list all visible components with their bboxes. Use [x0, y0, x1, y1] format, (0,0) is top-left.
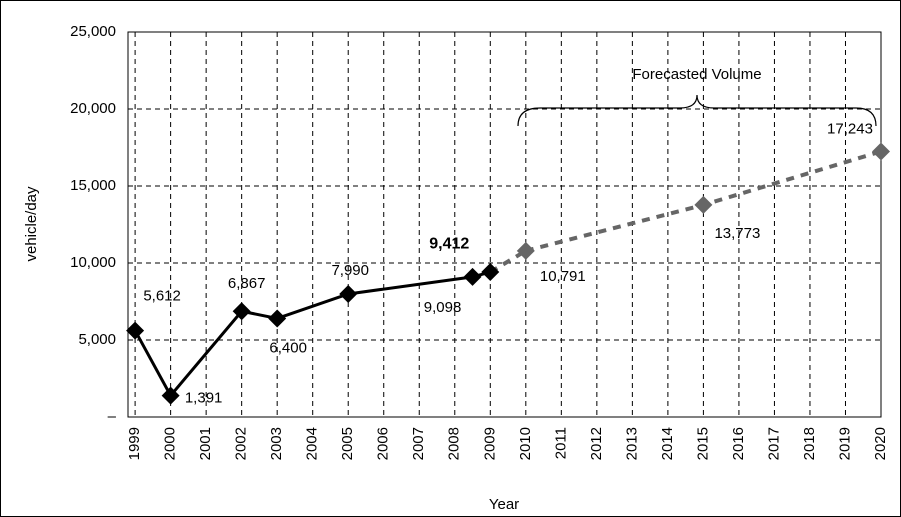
- y-tick-label: –: [108, 408, 117, 425]
- x-tick-label: 2020: [872, 427, 889, 460]
- y-tick-label: 25,000: [70, 23, 116, 40]
- x-tick-label: 2014: [659, 427, 676, 460]
- x-axis-label: Year: [489, 496, 519, 513]
- marker: [161, 386, 180, 405]
- data-label: 1,391: [185, 390, 223, 407]
- marker: [463, 267, 482, 286]
- data-label: 9,412: [429, 235, 469, 252]
- x-tick-label: 2008: [446, 427, 463, 460]
- y-axis-label: vehicle/day: [23, 186, 40, 262]
- y-tick-label: 5,000: [78, 331, 116, 348]
- x-tick-label: 1999: [126, 427, 143, 460]
- marker: [481, 263, 500, 282]
- connector: [489, 249, 527, 274]
- data-label: 6,400: [269, 339, 307, 356]
- data-label: 17,243: [827, 120, 873, 137]
- data-label: 10,791: [540, 268, 586, 285]
- x-tick-label: 2015: [694, 427, 711, 460]
- marker: [232, 302, 251, 321]
- x-tick-label: 2004: [304, 427, 321, 460]
- marker: [872, 142, 890, 161]
- y-tick-label: 15,000: [70, 177, 116, 194]
- marker: [339, 284, 358, 303]
- x-tick-label: 2005: [339, 427, 356, 460]
- data-label: 7,990: [331, 262, 369, 279]
- y-tick-label: 10,000: [70, 254, 116, 271]
- x-tick-label: 2003: [268, 427, 285, 460]
- data-label: 6,867: [228, 275, 266, 292]
- data-label: 9,098: [424, 299, 462, 316]
- x-tick-label: 2016: [730, 427, 747, 460]
- x-tick-label: 2013: [623, 427, 640, 460]
- y-tick-label: 20,000: [70, 100, 116, 117]
- x-tick-label: 2019: [836, 427, 853, 460]
- x-tick-label: 2012: [588, 427, 605, 460]
- x-tick-label: 2009: [481, 427, 498, 460]
- marker: [516, 241, 535, 260]
- brace: [517, 94, 877, 127]
- x-tick-label: 2017: [765, 427, 782, 460]
- x-tick-label: 2011: [552, 427, 569, 459]
- marker: [268, 309, 287, 328]
- marker: [126, 321, 145, 340]
- annotation: Forecasted Volume: [632, 66, 761, 83]
- x-tick-label: 2002: [233, 427, 250, 460]
- x-tick-label: 2000: [162, 427, 179, 460]
- x-tick-label: 2010: [517, 427, 534, 460]
- data-label: 13,773: [714, 225, 760, 242]
- x-tick-label: 2001: [197, 427, 214, 460]
- x-tick-label: 2018: [801, 427, 818, 460]
- x-tick-label: 2006: [375, 427, 392, 460]
- data-label: 5,612: [143, 288, 181, 305]
- marker: [694, 195, 713, 214]
- x-tick-label: 2007: [410, 427, 427, 460]
